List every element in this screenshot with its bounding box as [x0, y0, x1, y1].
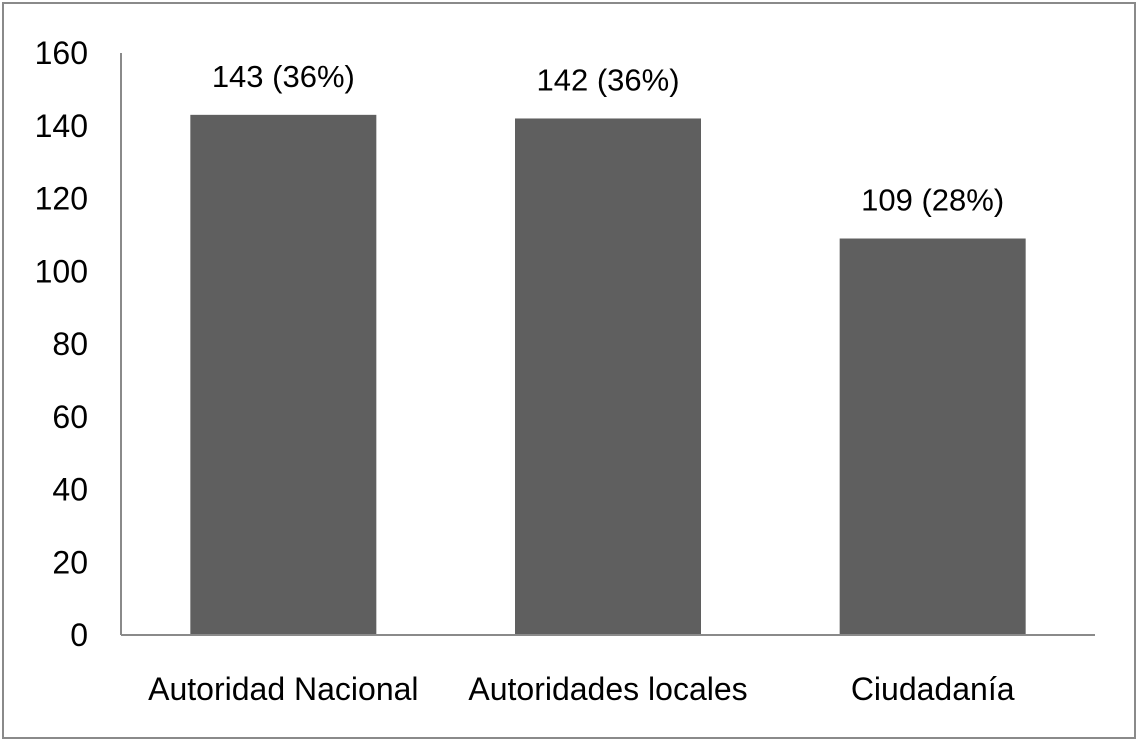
bar — [515, 118, 701, 636]
x-category-label: Autoridades locales — [468, 671, 747, 707]
bars — [190, 114, 1026, 636]
x-category-label: Autoridad Nacional — [148, 671, 418, 707]
bar-data-label: 143 (36%) — [212, 59, 355, 94]
y-tick-label: 140 — [35, 108, 88, 144]
y-tick-label: 160 — [35, 35, 88, 71]
y-tick-label: 0 — [70, 617, 88, 653]
bar-data-label: 142 (36%) — [536, 62, 679, 97]
y-tick-label: 100 — [35, 253, 88, 289]
bar — [839, 238, 1026, 635]
y-axis-ticks: 0 20 40 60 80 100 120 140 160 — [35, 35, 88, 653]
data-labels: 143 (36%) 142 (36%) 109 (28%) — [212, 59, 1004, 218]
y-tick-label: 80 — [52, 326, 88, 362]
y-tick-label: 60 — [52, 399, 88, 435]
y-tick-label: 20 — [52, 544, 88, 580]
bar — [190, 114, 377, 635]
y-tick-label: 120 — [35, 181, 88, 217]
x-category-label: Ciudadanía — [851, 671, 1015, 707]
x-axis-labels: Autoridad Nacional Autoridades locales Ciu… — [148, 671, 1015, 707]
bar-data-label: 109 (28%) — [861, 183, 1004, 218]
y-tick-label: 40 — [52, 472, 88, 508]
